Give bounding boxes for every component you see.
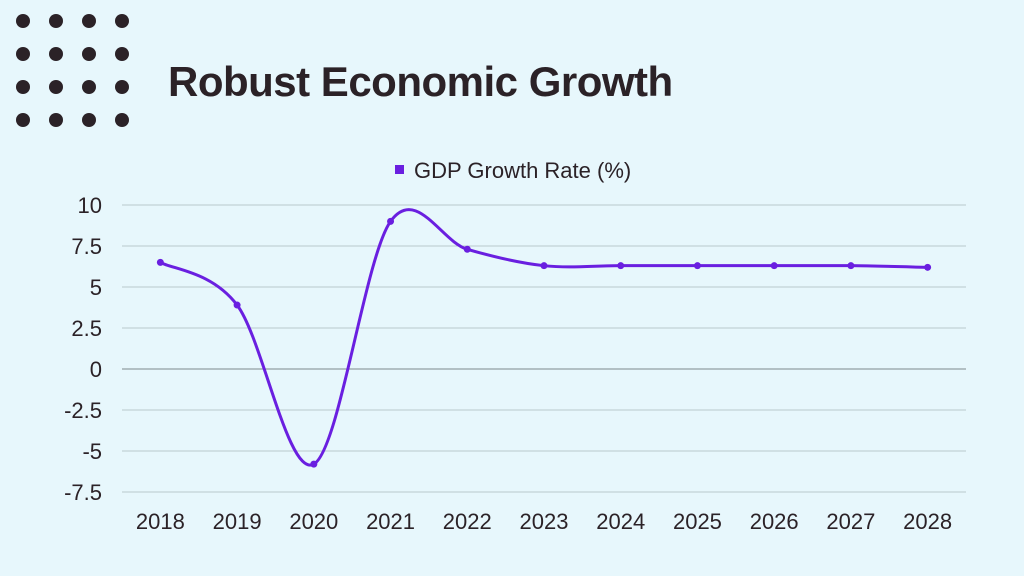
- data-point: [463, 245, 471, 253]
- x-tick-label: 2028: [903, 509, 952, 534]
- legend-label: GDP Growth Rate (%): [414, 158, 631, 183]
- x-tick-label: 2019: [213, 509, 262, 534]
- decor-dot: [115, 80, 129, 94]
- data-point: [310, 460, 318, 468]
- decor-dot: [16, 80, 30, 94]
- decor-dot: [82, 113, 96, 127]
- x-tick-label: 2018: [136, 509, 185, 534]
- data-point: [233, 301, 241, 309]
- data-point: [617, 262, 625, 270]
- y-tick-label: -5: [82, 439, 102, 464]
- decor-dot: [49, 80, 63, 94]
- data-point: [924, 263, 932, 271]
- legend-marker: [395, 165, 404, 174]
- y-tick-label: 0: [90, 357, 102, 382]
- y-tick-label: 2.5: [71, 316, 102, 341]
- decor-dot: [115, 47, 129, 61]
- x-tick-label: 2021: [366, 509, 415, 534]
- decor-dot: [49, 14, 63, 28]
- y-tick-label: -2.5: [64, 398, 102, 423]
- decor-dot: [49, 47, 63, 61]
- decor-dot: [82, 14, 96, 28]
- series-line-gdp-growth: [158, 208, 930, 467]
- decor-dot: [16, 113, 30, 127]
- data-point: [387, 217, 395, 225]
- x-tick-label: 2026: [750, 509, 799, 534]
- decor-dot: [49, 113, 63, 127]
- decor-dot: [16, 14, 30, 28]
- x-tick-label: 2023: [520, 509, 569, 534]
- y-tick-label: 5: [90, 275, 102, 300]
- decor-dot: [82, 80, 96, 94]
- page-title: Robust Economic Growth: [168, 58, 673, 105]
- decor-dot: [115, 14, 129, 28]
- decor-dot: [82, 47, 96, 61]
- y-tick-label: 10: [78, 193, 102, 218]
- y-tick-label: 7.5: [71, 234, 102, 259]
- y-tick-label: -7.5: [64, 480, 102, 505]
- x-tick-label: 2024: [596, 509, 645, 534]
- legend: GDP Growth Rate (%): [395, 158, 631, 183]
- data-point: [847, 262, 855, 270]
- data-point: [770, 262, 778, 270]
- data-point: [540, 262, 548, 270]
- decorative-dot-grid: [16, 14, 129, 127]
- data-point: [156, 258, 164, 266]
- data-point: [693, 262, 701, 270]
- x-tick-label: 2027: [826, 509, 875, 534]
- x-tick-label: 2020: [289, 509, 338, 534]
- x-tick-label: 2022: [443, 509, 492, 534]
- decor-dot: [16, 47, 30, 61]
- decor-dot: [115, 113, 129, 127]
- x-tick-label: 2025: [673, 509, 722, 534]
